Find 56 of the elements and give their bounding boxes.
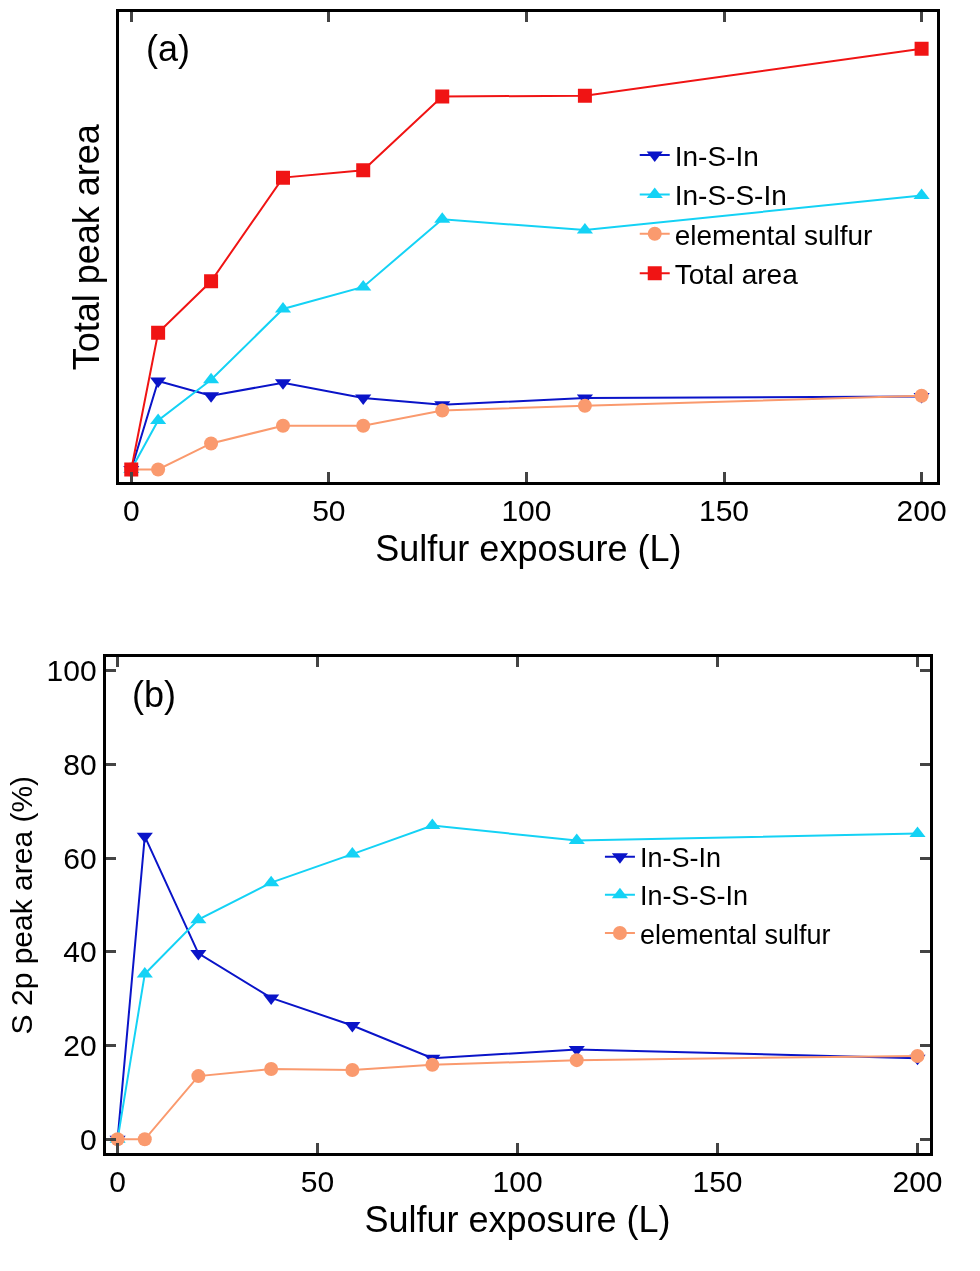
point [435,89,450,104]
point [356,163,371,178]
legend-label: In-S-In [674,140,759,172]
x-axis-title: Sulfur exposure (L) [375,528,682,570]
x-tick-label: 200 [892,1165,943,1199]
point [204,436,219,451]
legend-label: In-S-S-In [674,180,787,212]
point [137,1132,152,1147]
y-axis-title: Total peak area [66,123,108,371]
y-axis-title: S 2p peak area (%) [4,775,38,1035]
point [190,912,207,924]
point [914,41,929,56]
x-tick-label: 100 [501,494,552,528]
y-tick-label: 100 [46,654,97,688]
y-tick-label: 80 [63,748,97,782]
y-tick-label: 60 [63,841,97,875]
point [263,875,280,887]
point [425,1057,440,1072]
point [577,88,592,103]
point [151,462,166,477]
y-tick-label: 20 [63,1029,97,1063]
x-tick-label: 50 [312,494,346,528]
point [264,1062,279,1077]
legend-label: In-S-In [639,843,721,874]
point [355,279,372,291]
point [345,1063,360,1077]
point [914,388,929,403]
legend-label: In-S-S-In [639,881,748,912]
x-tick-label: 150 [698,494,750,528]
point [275,170,290,185]
point [276,418,290,433]
x-tick-label: 100 [492,1165,543,1199]
x-tick-label: 200 [896,494,947,528]
annotation: (a) [146,28,190,69]
x-tick-label: 150 [692,1165,743,1199]
point [424,818,441,830]
point [204,274,219,289]
annotation: (b) [132,674,176,715]
point [356,418,371,433]
y-tick-label: 40 [63,935,97,969]
point [151,325,166,340]
point [568,833,585,845]
x-tick-label: 0 [109,1165,126,1199]
point [910,1048,925,1063]
legend-label: elemental sulfur [674,219,873,251]
x-tick-label: 50 [300,1165,335,1199]
x-tick-label: 0 [122,494,140,528]
point [191,1069,206,1084]
y-tick-label: 0 [79,1122,97,1156]
point [435,403,450,418]
point [577,398,592,413]
x-axis-title: Sulfur exposure (L) [364,1199,671,1241]
legend-label: elemental sulfur [639,919,831,950]
point [569,1053,584,1068]
legend-label: Total area [674,259,799,291]
point [136,966,153,978]
